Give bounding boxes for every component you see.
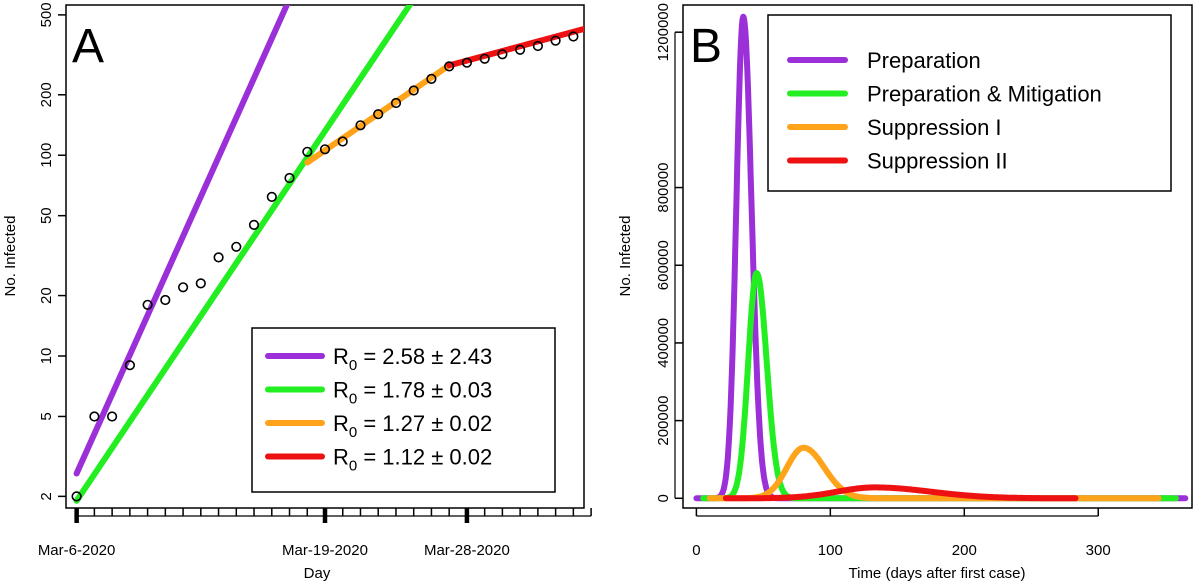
legend-label: R0 = 1.12 ± 0.02 — [333, 445, 492, 475]
observed-point — [479, 53, 490, 64]
x-tick-label: 0 — [692, 542, 700, 559]
panel-b-y-axis-title: No. Infected — [617, 216, 634, 297]
y-tick-label: 100 — [38, 143, 55, 168]
panel-a-fit-line-2 — [73, 5, 414, 504]
panel-a-fit-line-3 — [304, 62, 453, 166]
x-tick-label: Mar-28-2020 — [424, 542, 510, 559]
legend-label-subscript: 0 — [349, 458, 357, 475]
y-tick-label: 10 — [38, 348, 55, 365]
x-tick-label: Mar-19-2020 — [282, 542, 368, 559]
observed-point — [266, 191, 277, 202]
x-tick-label: 200 — [952, 542, 977, 559]
legend-label-value: = 1.78 ± 0.03 — [357, 378, 492, 403]
observed-point — [160, 294, 171, 306]
legend-label-r: R — [333, 411, 349, 436]
panel-a-fit-line-1 — [73, 5, 291, 477]
legend-label: R0 = 1.78 ± 0.03 — [333, 378, 492, 408]
observed-point — [284, 172, 295, 184]
legend-label: R0 = 1.27 ± 0.02 — [333, 411, 492, 441]
x-tick-label: Mar-6-2020 — [38, 542, 116, 559]
observed-point — [124, 360, 135, 371]
observed-point — [408, 85, 419, 96]
legend-label-r: R — [333, 344, 349, 369]
panel-b-y-axis: 0 200000 400000 600000 800000 1200000 — [655, 3, 683, 502]
legend-label-value: = 1.27 ± 0.02 — [357, 411, 492, 436]
observed-point — [337, 136, 348, 147]
y-tick-label: 500 — [38, 2, 55, 27]
legend-label: Preparation & Mitigation — [867, 82, 1102, 107]
legend-label-value: = 2.58 ± 2.43 — [357, 344, 492, 369]
observed-point — [355, 120, 366, 131]
y-tick-label: 200 — [38, 82, 55, 107]
y-tick-label: 800000 — [655, 163, 672, 213]
observed-point — [550, 35, 561, 46]
observed-point — [106, 411, 118, 422]
observed-point — [213, 252, 224, 263]
panel-b-curve-4 — [722, 484, 1079, 502]
y-tick-label: 2 — [38, 492, 55, 500]
observed-point — [568, 31, 579, 42]
panel-a-x-axis: Mar-6-2020 Mar-19-2020 Mar-28-2020 — [38, 508, 592, 559]
observed-point — [532, 40, 544, 52]
y-tick-label: 400000 — [655, 318, 672, 368]
observed-point — [319, 144, 331, 155]
legend-label-r: R — [333, 445, 349, 470]
panel-a-observed-points — [71, 31, 579, 502]
panel-a-y-axis-title: No. Infected — [2, 216, 19, 297]
observed-point — [497, 49, 508, 60]
panel-b-x-axis: 0 100 200 300 — [692, 508, 1111, 559]
observed-point — [248, 219, 260, 230]
panel-a-x-axis-title: Day — [304, 565, 331, 582]
panel-b-curve-3 — [706, 444, 1162, 502]
panel-a-y-axis: 2 5 10 20 50 100 200 500 — [38, 2, 66, 501]
observed-point — [195, 278, 206, 289]
panel-b-x-axis-title: Time (days after first case) — [849, 565, 1026, 582]
observed-point — [373, 109, 384, 120]
legend-label: Preparation — [867, 48, 981, 73]
observed-point — [514, 44, 526, 55]
x-tick-label: 300 — [1086, 542, 1111, 559]
panel-b-series-group — [693, 13, 1189, 502]
observed-point — [426, 73, 437, 84]
panel-b-letter: B — [690, 20, 722, 73]
y-tick-label: 5 — [38, 412, 55, 420]
panel-b-legend: Preparation Preparation & Mitigation Suppr… — [767, 14, 1172, 192]
observed-point — [231, 241, 242, 252]
observed-point — [142, 299, 153, 310]
observed-point — [390, 97, 402, 109]
observed-point — [71, 491, 82, 502]
legend-label: R0 = 2.58 ± 2.43 — [333, 344, 492, 374]
observed-point — [89, 411, 100, 422]
legend-label-subscript: 0 — [349, 424, 357, 441]
y-tick-label: 0 — [655, 494, 672, 502]
panel-b: 0 200000 400000 600000 800000 1200000 0 100 200… — [617, 3, 1193, 582]
observed-point — [302, 146, 313, 157]
y-tick-label: 50 — [38, 207, 55, 224]
y-tick-label: 200000 — [655, 396, 672, 446]
y-tick-label: 20 — [38, 287, 55, 304]
legend-label-subscript: 0 — [349, 391, 357, 408]
observed-point — [461, 57, 473, 68]
observed-point — [444, 61, 455, 72]
legend-label-subscript: 0 — [349, 357, 357, 374]
x-tick-label: 100 — [818, 542, 843, 559]
legend-label-r: R — [333, 378, 349, 403]
panel-a-letter: A — [72, 20, 104, 73]
legend-label-value: = 1.12 ± 0.02 — [357, 445, 492, 470]
legend-label: Suppression I — [867, 115, 1002, 140]
y-tick-label: 600000 — [655, 240, 672, 290]
observed-point — [178, 282, 189, 293]
y-tick-label: 1200000 — [655, 3, 672, 61]
legend-label: Suppression II — [867, 149, 1008, 174]
